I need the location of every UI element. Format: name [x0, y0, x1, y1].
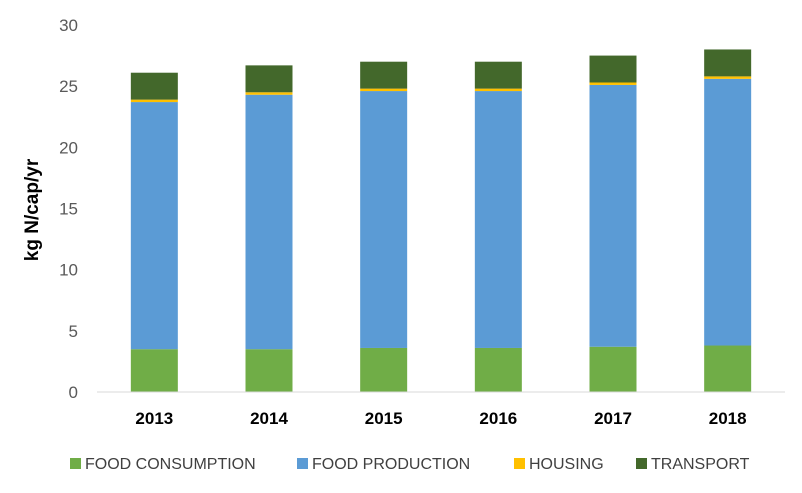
- legend-swatch: [297, 458, 308, 469]
- y-tick-label: 25: [59, 77, 78, 96]
- bar-segment-food-consumption: [245, 349, 293, 392]
- x-tick-label: 2015: [365, 409, 403, 428]
- y-tick-label: 10: [59, 261, 78, 280]
- y-tick-label: 30: [59, 16, 78, 35]
- bars-group: [130, 49, 752, 392]
- x-tick-label: 2016: [479, 409, 517, 428]
- bar-segment-food-consumption: [360, 347, 408, 392]
- x-tick-label: 2014: [250, 409, 288, 428]
- y-axis-label: kg N/cap/yr: [22, 158, 43, 261]
- legend-swatch: [514, 458, 525, 469]
- legend: FOOD CONSUMPTION FOOD PRODUCTION HOUSING TR…: [70, 456, 750, 473]
- bar-segment-transport: [245, 65, 293, 93]
- bar-segment-food-production: [130, 102, 178, 350]
- x-tick-label: 2013: [135, 409, 173, 428]
- bar-segment-food-consumption: [589, 346, 637, 392]
- bar-segment-housing: [474, 88, 522, 92]
- bar-segment-food-production: [245, 94, 293, 350]
- legend-label: HOUSING: [529, 456, 604, 473]
- x-tick-label: 2018: [709, 409, 747, 428]
- legend-swatch: [70, 458, 81, 469]
- bar-segment-housing: [130, 99, 178, 103]
- bar-segment-housing: [589, 82, 637, 85]
- legend-label: TRANSPORT: [651, 456, 750, 473]
- bar-segment-transport: [130, 72, 178, 100]
- x-axis-ticks: 2013 2014 2015 2016 2017 2018: [135, 409, 746, 428]
- y-axis-ticks: 0 5 10 15 20 25 30: [59, 16, 78, 402]
- x-tick-label: 2017: [594, 409, 632, 428]
- legend-swatch: [636, 458, 647, 469]
- y-tick-label: 15: [59, 200, 78, 219]
- y-tick-label: 5: [69, 322, 78, 341]
- y-tick-label: 20: [59, 138, 78, 157]
- bar-segment-food-production: [360, 91, 408, 348]
- bar-segment-transport: [589, 55, 637, 83]
- bar-segment-transport: [704, 49, 752, 77]
- y-tick-label: 0: [69, 383, 78, 402]
- legend-label: FOOD CONSUMPTION: [85, 456, 256, 473]
- bar-segment-food-production: [474, 91, 522, 348]
- bar-segment-transport: [474, 61, 522, 89]
- bar-segment-housing: [704, 76, 752, 79]
- bar-segment-food-consumption: [704, 345, 752, 392]
- bar-segment-food-production: [589, 84, 637, 347]
- bar-segment-food-consumption: [130, 349, 178, 392]
- bar-segment-housing: [360, 88, 408, 92]
- bar-segment-food-production: [704, 78, 752, 346]
- bar-segment-housing: [245, 92, 293, 95]
- legend-label: FOOD PRODUCTION: [312, 456, 470, 473]
- bar-segment-transport: [360, 61, 408, 89]
- bar-segment-food-consumption: [474, 347, 522, 392]
